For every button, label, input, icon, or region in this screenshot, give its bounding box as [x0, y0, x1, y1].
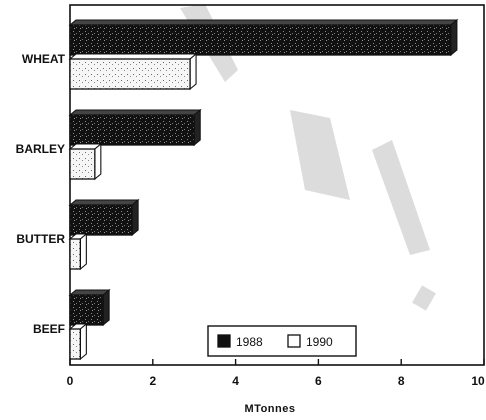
category-label-wheat: WHEAT — [22, 52, 66, 66]
category-labels: WHEAT BARLEY BUTTER BEEF — [16, 52, 66, 336]
legend-label-1990: 1990 — [306, 335, 333, 349]
x-tick-label: 0 — [67, 374, 74, 388]
x-tick-label: 10 — [471, 374, 485, 388]
category-label-barley: BARLEY — [16, 142, 65, 156]
category-label-butter: BUTTER — [16, 232, 65, 246]
legend-label-1988: 1988 — [236, 335, 263, 349]
bar-wheat-1990 — [70, 54, 196, 89]
category-label-beef: BEEF — [33, 322, 65, 336]
legend-swatch-1988 — [218, 335, 230, 347]
bar-beef-1990 — [70, 324, 86, 359]
x-axis-ticks: 0 2 4 6 8 10 — [67, 359, 485, 388]
x-tick-label: 2 — [149, 374, 156, 388]
x-tick-label: 8 — [398, 374, 405, 388]
x-axis-title: MTonnes — [245, 403, 296, 415]
bar-barley-1988 — [70, 110, 200, 145]
legend: 1988 1990 — [208, 326, 356, 356]
bar-butter-1988 — [70, 200, 138, 235]
x-tick-label: 4 — [232, 374, 239, 388]
bar-wheat-1988 — [70, 20, 457, 55]
bar-beef-1988 — [70, 290, 109, 325]
x-tick-label: 6 — [315, 374, 322, 388]
bar-butter-1990 — [70, 234, 86, 269]
legend-swatch-1990 — [288, 335, 300, 347]
bar-barley-1990 — [70, 144, 101, 179]
